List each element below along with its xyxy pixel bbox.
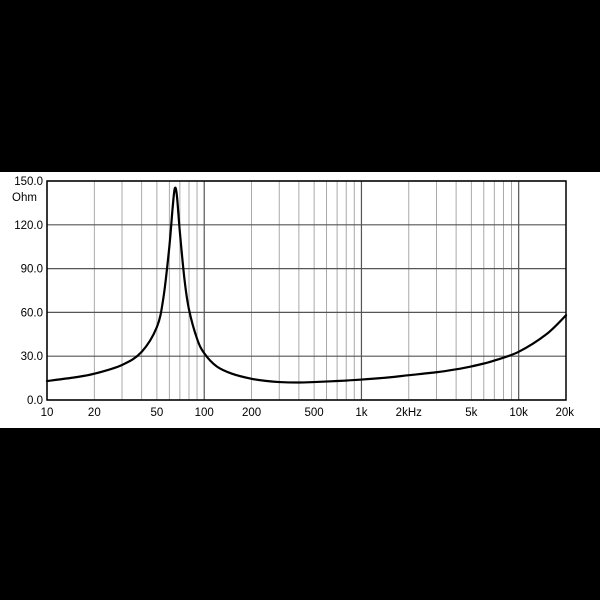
x-tick-label: 50 [150,407,163,419]
x-tick-label: 500 [305,407,324,419]
x-tick-label: 5k [465,407,477,419]
x-tick-label: 20k [555,407,574,419]
plot-frame [46,180,567,401]
y-tick-label: 90.0 [21,264,43,276]
y-axis-tick-labels: 0.0 30.0 60.0 90.0 120.0 150.0 [14,176,43,407]
x-tick-label: 100 [195,407,214,419]
x-tick-label: 2kHz [396,407,422,419]
y-axis-label: Ohm [12,192,37,204]
impedance-curve [45,186,568,384]
x-tick-label: 10k [509,407,528,419]
x-axis-tick-labels: 10 20 50 100 200 500 1k 2kHz 5k 10k 20k [41,407,575,419]
x-tick-label: 200 [242,407,261,419]
x-tick-label: 20 [88,407,101,419]
chart-panel: 0.0 30.0 60.0 90.0 120.0 150.0 10 20 50 100 200 50… [0,172,600,428]
y-tick-label: 30.0 [21,351,43,363]
impedance-chart: 0.0 30.0 60.0 90.0 120.0 150.0 10 20 50 100 200 50… [12,176,575,419]
y-tick-label: 120.0 [14,220,43,232]
y-tick-label: 60.0 [21,307,43,319]
grid-major-lines [46,180,566,401]
y-tick-label: 150.0 [14,176,43,188]
x-tick-label: 10 [41,407,54,419]
x-tick-label: 1k [355,407,367,419]
y-tick-label: 0.0 [27,395,43,407]
